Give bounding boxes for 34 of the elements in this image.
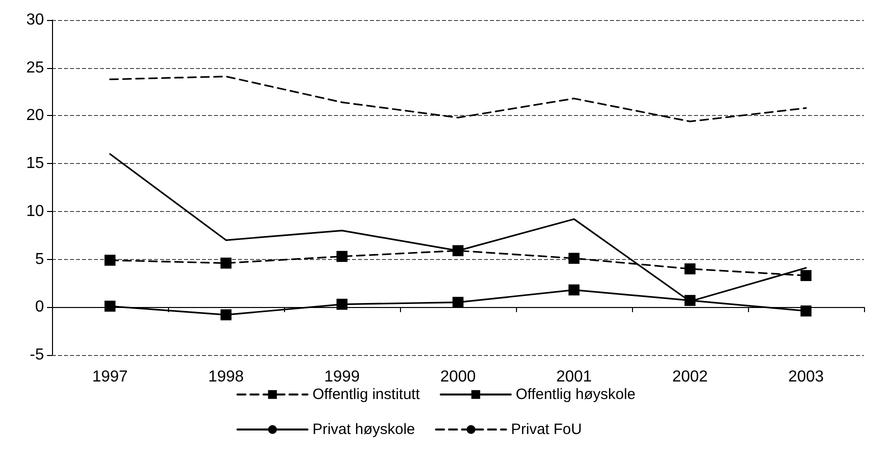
point [336, 298, 348, 310]
legend-label: Offentlig institutt [312, 386, 421, 403]
x-tick-label: 2003 [788, 368, 824, 386]
point [220, 258, 232, 269]
point [568, 252, 580, 264]
legend-label: Privat høyskole [312, 421, 416, 438]
x-tick-label: 1997 [92, 368, 128, 386]
y-tick-label: 5 [35, 250, 44, 268]
y-tick-label: 0 [35, 298, 44, 316]
y-tick-label: 20 [26, 107, 44, 124]
point [336, 250, 348, 262]
x-tick-label: 1999 [324, 368, 360, 386]
point [452, 245, 464, 256]
point [452, 296, 464, 308]
y-tick-label: 25 [26, 59, 44, 76]
point [684, 263, 696, 274]
point [220, 309, 232, 320]
y-tick-label: -5 [30, 346, 44, 364]
point [684, 294, 696, 306]
point [104, 300, 116, 312]
x-tick-label: 2000 [440, 368, 476, 386]
point [800, 305, 812, 316]
y-tick-label: 10 [26, 202, 44, 220]
legend-label: Offentlig høyskole [516, 386, 636, 403]
point [800, 270, 812, 282]
point [104, 254, 116, 266]
x-tick-label: 1998 [208, 368, 244, 386]
y-tick-label: 30 [26, 12, 44, 28]
legend-label: Privat FoU [511, 421, 582, 438]
x-tick-label: 2002 [672, 368, 708, 386]
point [568, 284, 580, 296]
x-tick-label: 2001 [556, 368, 592, 386]
y-tick-label: 15 [26, 155, 44, 172]
line-series [109, 76, 807, 122]
